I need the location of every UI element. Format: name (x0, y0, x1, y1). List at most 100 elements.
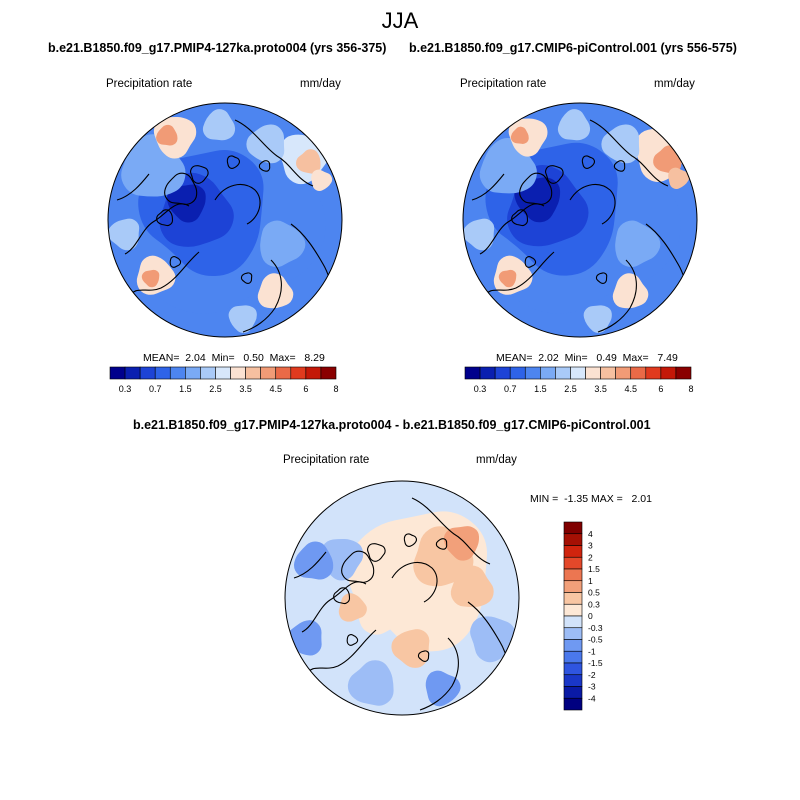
map-border (284, 480, 520, 716)
colorbar-tick-label: 0.3 (119, 384, 132, 394)
precip-contour (228, 305, 257, 333)
precip-contour (425, 670, 461, 707)
precip-contour (338, 593, 367, 622)
colorbar-tick-label: 0.5 (588, 588, 600, 598)
coastlines (116, 119, 336, 333)
colorbar-tick-label: 3.5 (594, 384, 607, 394)
coastline (333, 587, 351, 605)
colorbar-swatch (563, 533, 583, 546)
colorbar-swatch (540, 366, 556, 380)
colorbar-swatch (230, 366, 246, 380)
colorbar-swatch (600, 366, 616, 380)
colorbar-tick-label: -0.5 (588, 635, 603, 645)
precip-contour (653, 145, 682, 174)
coastline (511, 209, 529, 227)
precip-field (108, 103, 342, 337)
colorbar-swatch (563, 521, 583, 535)
colorbar-swatch (563, 686, 583, 699)
colorbar-swatch (645, 366, 662, 380)
map-group (107, 102, 343, 338)
colorbar-swatch (563, 674, 583, 687)
coastline (242, 259, 282, 333)
colorbar-tick-label: -3 (588, 682, 596, 692)
colorbar-swatch (245, 366, 261, 380)
precip-contour (463, 218, 495, 251)
colorbar-swatch (675, 366, 692, 380)
precip-contour (156, 124, 178, 146)
colorbar-swatch (524, 366, 541, 380)
precip-contour (510, 126, 529, 144)
colorbar-swatch (464, 366, 481, 380)
colorbar-swatch (154, 366, 171, 380)
coastlines (471, 119, 691, 333)
coastline (613, 160, 626, 172)
coastline (569, 184, 616, 225)
panel2-variable-label: Precipitation rate (460, 78, 547, 90)
colorbar-swatch (200, 366, 216, 380)
colorbar-swatch (479, 366, 496, 380)
coastline (471, 173, 505, 201)
colorbar-swatch (275, 366, 292, 380)
coastline (234, 119, 314, 187)
panel1-title: b.e21.B1850.f09_g17.PMIP4-127ka.proto004… (48, 41, 387, 55)
colorbar-tick-label: 6 (658, 384, 663, 394)
map-group (462, 102, 698, 338)
precip-contour (498, 269, 517, 288)
panel1-stats: MEAN= 2.04 Min= 0.50 Max= 8.29 (143, 352, 325, 364)
colorbar-tick-label: 1.5 (179, 384, 192, 394)
colorbar-swatch (615, 366, 632, 380)
coastline (483, 251, 555, 299)
colorbar-tick-label: 0 (588, 611, 593, 621)
panel2-title: b.e21.B1850.f09_g17.CMIP6-piControl.001 … (409, 41, 737, 55)
panel1-units-label: mm/day (300, 78, 341, 90)
precip-contour (296, 149, 321, 174)
coastline (417, 650, 430, 662)
panel2-colorbar: 0.3 0.7 1.5 2.5 3.5 4.5 6 8 (464, 366, 694, 394)
coastline (595, 272, 608, 284)
coastline (419, 637, 459, 711)
colorbar-tick-label: -4 (588, 693, 596, 703)
coastline (524, 256, 537, 268)
colorbar-tick-label: 4.5 (624, 384, 637, 394)
colorbar-swatch (563, 615, 583, 629)
precip-contour (450, 565, 494, 608)
map-border (462, 102, 698, 338)
coastline (589, 119, 669, 187)
coastline (367, 543, 386, 562)
colorbar-tick-label: 3 (588, 541, 593, 551)
colorbar-swatch (139, 366, 156, 380)
colorbar-tick-label: 0.3 (588, 599, 600, 609)
coastline (435, 538, 448, 550)
precip-contour (612, 273, 649, 309)
coastline (293, 551, 327, 579)
precip-contour (311, 169, 333, 192)
colorbar-swatch (109, 366, 126, 380)
panel1-variable-label: Precipitation rate (106, 78, 193, 90)
colorbar-swatch (563, 568, 583, 582)
coastline (240, 272, 253, 284)
coastlines (293, 497, 513, 711)
colorbar-swatch (563, 662, 583, 676)
colorbar-tick-label: -1.5 (588, 658, 603, 668)
panel2-units-label: mm/day (654, 78, 695, 90)
colorbar-swatch (570, 366, 586, 380)
precip-contour (601, 124, 640, 164)
colorbar-tick-label: 1.5 (534, 384, 547, 394)
colorbar-swatch (563, 650, 583, 664)
precip-contour (246, 124, 285, 164)
precip-contour (668, 167, 690, 190)
colorbar-tick-label: 8 (688, 384, 693, 394)
colorbar-swatch (260, 366, 277, 380)
colorbar-swatch (563, 697, 583, 711)
colorbar-swatch (215, 366, 231, 380)
colorbar-tick-label: 1 (588, 576, 593, 586)
panel2-stats: MEAN= 2.02 Min= 0.49 Max= 7.49 (496, 352, 678, 364)
coastline (403, 533, 418, 547)
map-border (107, 102, 343, 338)
colorbar-swatch (305, 366, 322, 380)
precip-contour (141, 269, 160, 288)
coastline (116, 173, 150, 201)
panel3-units-label: mm/day (476, 454, 517, 466)
coastline (545, 165, 564, 184)
precip-contour (293, 541, 334, 580)
